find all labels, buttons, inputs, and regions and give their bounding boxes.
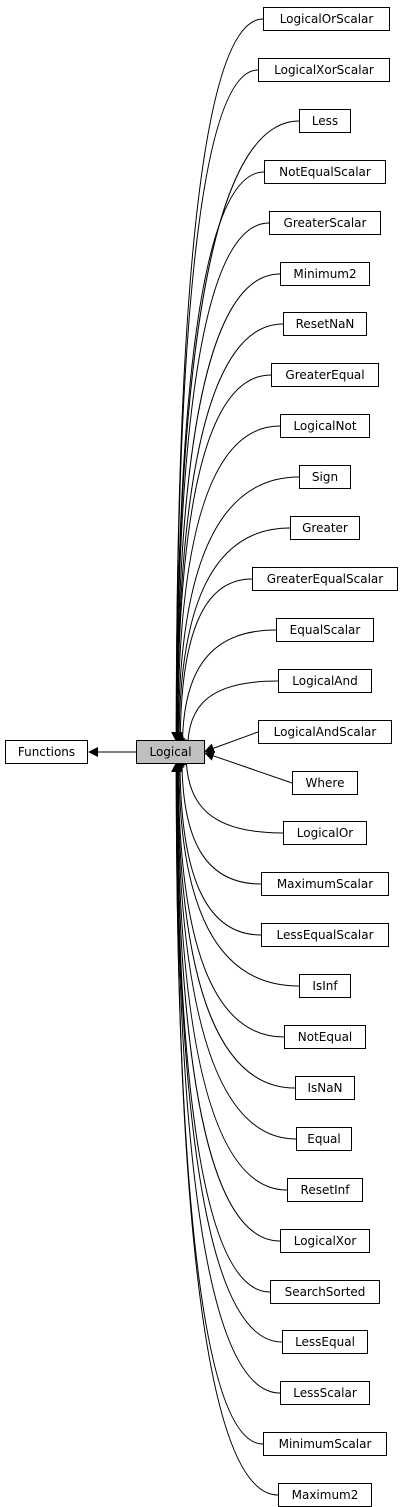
derived-class-node[interactable]: LogicalAndScalar [258, 720, 392, 744]
derived-class-node[interactable]: Where [292, 771, 358, 795]
edge-isinf-to-logical [173, 758, 300, 987]
derived-class-node[interactable]: GreaterEqualScalar [252, 567, 398, 591]
edge-logicalxorscalar-to-logical [171, 69, 259, 742]
edge-lessequal-to-logical [171, 762, 283, 1343]
derived-class-node[interactable]: NotEqualScalar [264, 160, 386, 184]
derived-class-node[interactable]: Equal [296, 1127, 352, 1151]
edge-resetinf-to-logical [172, 762, 288, 1191]
current-class-node: Logical [136, 740, 205, 764]
derived-class-node[interactable]: ResetNaN [283, 312, 367, 336]
derived-class-node[interactable]: LogicalAnd [278, 669, 372, 693]
edge-logicalnot-to-logical [172, 425, 281, 744]
edge-maximum2-to-logical [171, 762, 279, 1496]
edge-greaterscalar-to-logical [171, 222, 270, 742]
derived-class-node[interactable]: LessEqualScalar [261, 923, 389, 947]
derived-class-node[interactable]: ResetInf [287, 1178, 363, 1202]
derived-class-node[interactable]: Less [299, 109, 351, 133]
edge-greaterequalscalar-to-logical [175, 578, 253, 748]
edge-logicalor-to-logical [181, 753, 284, 834]
edge-lessscalar-to-logical [171, 762, 281, 1394]
derived-class-node[interactable]: EqualScalar [276, 618, 374, 642]
edge-where-to-logical [204, 751, 293, 784]
edge-isnan-to-logical [172, 761, 296, 1089]
derived-class-node[interactable]: Minimum2 [280, 262, 370, 286]
edge-greaterequal-to-logical [172, 374, 272, 742]
derived-class-node[interactable]: MinimumScalar [263, 1432, 387, 1456]
edge-sign-to-logical [173, 476, 300, 745]
derived-class-node[interactable]: LogicalOr [283, 821, 367, 845]
derived-class-node[interactable]: LogicalNot [280, 414, 370, 438]
derived-class-node[interactable]: MaximumScalar [261, 872, 389, 896]
derived-class-node[interactable]: Sign [299, 465, 351, 489]
derived-class-node[interactable]: Greater [290, 516, 360, 540]
edge-notequal-to-logical [173, 759, 285, 1038]
derived-class-node[interactable]: GreaterEqual [271, 363, 379, 387]
base-class-node[interactable]: Functions [5, 740, 88, 764]
edge-greater-to-logical [174, 527, 291, 747]
edge-resetnan-to-logical [172, 323, 284, 742]
derived-class-node[interactable]: LogicalXorScalar [258, 58, 390, 82]
edge-equalscalar-to-logical [177, 629, 277, 750]
edge-lessequalscalar-to-logical [174, 756, 262, 936]
edge-minimum2-to-logical [171, 273, 281, 742]
derived-class-node[interactable]: LogicalXor [280, 1229, 370, 1253]
derived-class-node[interactable]: SearchSorted [270, 1280, 380, 1304]
derived-class-node[interactable]: Maximum2 [278, 1483, 372, 1507]
edge-minimumscalar-to-logical [171, 762, 264, 1445]
derived-class-node[interactable]: IsNaN [295, 1076, 355, 1100]
edge-logicalandscalar-to-logical [204, 731, 259, 754]
derived-class-node[interactable]: LessScalar [280, 1381, 370, 1405]
edge-notequalscalar-to-logical [171, 171, 265, 742]
derived-class-node[interactable]: GreaterScalar [269, 211, 381, 235]
derived-class-node[interactable]: IsInf [299, 974, 351, 998]
edge-equal-to-logical [172, 762, 297, 1140]
edge-maximumscalar-to-logical [176, 754, 262, 885]
edge-logicaland-to-logical [182, 680, 279, 751]
derived-class-node[interactable]: NotEqual [284, 1025, 366, 1049]
edge-logicalxor-to-logical [171, 762, 281, 1242]
derived-class-node[interactable]: LessEqual [282, 1330, 368, 1354]
derived-class-node[interactable]: LogicalOrScalar [263, 7, 390, 31]
